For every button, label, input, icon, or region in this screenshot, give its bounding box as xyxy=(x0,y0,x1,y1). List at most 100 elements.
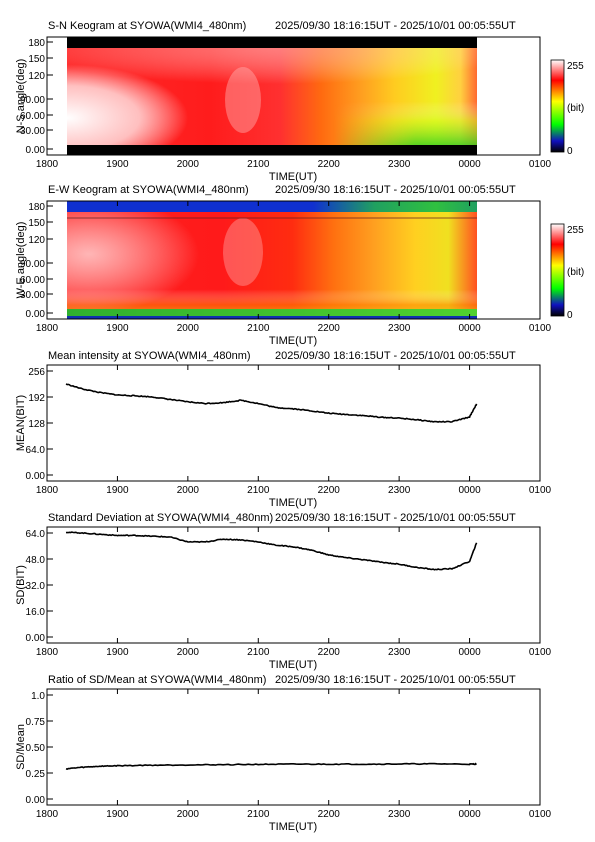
x-tick-label: 0000 xyxy=(458,323,481,334)
ratio-x-axis: 1800 1900 2000 2100 2200 2300 0000 0100 xyxy=(36,689,552,820)
x-tick-label: 2300 xyxy=(388,323,411,334)
mean-intensity-panel: Mean intensity at SYOWA(WMI4_480nm) 2025… xyxy=(15,350,552,509)
sn-y-tick-label: 90.00 xyxy=(20,95,45,106)
x-tick-label: 0000 xyxy=(458,159,481,170)
x-tick-label: 0000 xyxy=(458,485,481,496)
mean-title: Mean intensity at SYOWA(WMI4_480nm) xyxy=(48,350,251,362)
x-tick-label: 2200 xyxy=(318,647,341,658)
x-tick-label: 1800 xyxy=(36,647,59,658)
ew-colorbar-min-label: 0 xyxy=(567,310,573,321)
x-tick-label: 2100 xyxy=(247,159,270,170)
sd-x-axis-label: TIME(UT) xyxy=(269,659,317,671)
y-tick-label: 0.00 xyxy=(26,795,46,806)
x-tick-label: 2000 xyxy=(177,485,200,496)
sn-keogram-image xyxy=(67,37,477,155)
x-tick-label: 1900 xyxy=(106,809,129,820)
sn-keogram-time-range: 2025/09/30 18:16:15UT - 2025/10/01 00:05… xyxy=(275,20,516,32)
ew-y-axis-label: W-E angle(deg) xyxy=(15,222,27,299)
x-tick-label: 0100 xyxy=(529,323,552,334)
ew-keogram-image xyxy=(67,201,477,319)
ew-colorbar-max-label: 255 xyxy=(567,225,584,236)
x-tick-label: 1900 xyxy=(106,485,129,496)
x-tick-label: 2200 xyxy=(318,323,341,334)
y-tick-label: 128 xyxy=(28,419,45,430)
sd-panel: Standard Deviation at SYOWA(WMI4_480nm) … xyxy=(15,512,552,671)
sn-y-axis: N-S angle(deg) 0.00 30.00 60.00 90.00 12… xyxy=(15,38,53,156)
sn-colorbar: 255 (bit) 0 xyxy=(550,59,584,157)
ew-y-tick-label: 120 xyxy=(28,235,45,246)
x-tick-label: 1800 xyxy=(36,323,59,334)
sn-y-tick-label: 30.00 xyxy=(20,126,45,137)
y-tick-label: 48.0 xyxy=(26,555,46,566)
ew-keogram-time-range: 2025/09/30 18:16:15UT - 2025/10/01 00:05… xyxy=(275,184,516,196)
sd-time-range: 2025/09/30 18:16:15UT - 2025/10/01 00:05… xyxy=(275,512,516,524)
x-tick-label: 2300 xyxy=(388,485,411,496)
ew-y-tick-label: 0.00 xyxy=(26,309,46,320)
y-tick-label: 32.0 xyxy=(26,581,46,592)
sn-keogram-panel: S-N Keogram at SYOWA(WMI4_480nm) 2025/09… xyxy=(15,20,584,183)
sn-y-tick-label: 0.00 xyxy=(26,145,46,156)
ratio-x-axis-label: TIME(UT) xyxy=(269,821,317,833)
x-tick-label: 1900 xyxy=(106,159,129,170)
sn-keogram-title: S-N Keogram at SYOWA(WMI4_480nm) xyxy=(48,20,246,32)
ratio-y-axis-label: SD/Mean xyxy=(15,724,27,770)
x-tick-label: 2000 xyxy=(177,647,200,658)
sn-x-axis-label: TIME(UT) xyxy=(269,171,317,183)
sd-x-axis: 1800 1900 2000 2100 2200 2300 0000 0100 xyxy=(36,527,552,658)
ratio-time-range: 2025/09/30 18:16:15UT - 2025/10/01 00:05… xyxy=(275,674,516,686)
sn-y-tick-label: 120 xyxy=(28,71,45,82)
sn-x-axis: 1800 1900 2000 2100 2200 2300 0000 0100 xyxy=(36,37,552,170)
ratio-line xyxy=(65,762,477,770)
x-tick-label: 1900 xyxy=(106,647,129,658)
x-tick-label: 2100 xyxy=(247,809,270,820)
ew-y-tick-label: 150 xyxy=(28,218,45,229)
y-tick-label: 256 xyxy=(28,367,45,378)
x-tick-label: 2300 xyxy=(388,809,411,820)
x-tick-label: 2100 xyxy=(247,323,270,334)
sn-y-tick-label: 180 xyxy=(28,38,45,49)
x-tick-label: 2300 xyxy=(388,647,411,658)
ew-keogram-title: E-W Keogram at SYOWA(WMI4_480nm) xyxy=(48,184,249,196)
y-tick-label: 0.25 xyxy=(26,769,46,780)
ew-y-tick-label: 90.00 xyxy=(20,259,45,270)
sn-colorbar-max-label: 255 xyxy=(567,61,584,72)
x-tick-label: 2100 xyxy=(247,647,270,658)
x-tick-label: 1800 xyxy=(36,159,59,170)
x-tick-label: 2200 xyxy=(318,485,341,496)
x-tick-label: 1900 xyxy=(106,323,129,334)
x-tick-label: 2200 xyxy=(318,809,341,820)
sn-y-tick-label: 60.00 xyxy=(20,111,45,122)
x-tick-label: 0000 xyxy=(458,647,481,658)
y-tick-label: 0.00 xyxy=(26,633,46,644)
mean-time-range: 2025/09/30 18:16:15UT - 2025/10/01 00:05… xyxy=(275,350,516,362)
x-tick-label: 2000 xyxy=(177,809,200,820)
x-tick-label: 0100 xyxy=(529,647,552,658)
x-tick-label: 0000 xyxy=(458,809,481,820)
ew-colorbar: 255 (bit) 0 xyxy=(550,223,584,321)
sn-colorbar-min-label: 0 xyxy=(567,146,573,157)
ew-y-tick-label: 60.00 xyxy=(20,275,45,286)
ew-y-tick-label: 30.00 xyxy=(20,290,45,301)
mean-x-axis: 1800 1900 2000 2100 2200 2300 0000 0100 xyxy=(36,365,552,496)
mean-intensity-line xyxy=(65,383,478,423)
y-tick-label: 0.00 xyxy=(26,471,46,482)
sn-y-tick-label: 150 xyxy=(28,54,45,65)
ew-keogram-panel: E-W Keogram at SYOWA(WMI4_480nm) 2025/09… xyxy=(15,184,584,347)
x-tick-label: 2000 xyxy=(177,323,200,334)
x-tick-label: 0100 xyxy=(529,159,552,170)
ratio-y-axis: 0.00 0.25 0.50 0.75 1.0 xyxy=(26,691,53,806)
y-tick-label: 0.50 xyxy=(26,743,46,754)
ratio-title: Ratio of SD/Mean at SYOWA(WMI4_480nm) xyxy=(48,674,266,686)
x-tick-label: 0100 xyxy=(529,485,552,496)
x-tick-label: 0100 xyxy=(529,809,552,820)
x-tick-label: 2200 xyxy=(318,159,341,170)
y-tick-label: 192 xyxy=(28,393,45,404)
ew-y-axis: W-E angle(deg) 0.00 30.00 60.00 90.00 12… xyxy=(15,202,53,320)
x-tick-label: 2300 xyxy=(388,159,411,170)
sn-colorbar-unit-label: (bit) xyxy=(567,103,584,114)
mean-y-axis: 0.00 64.0 128 192 256 xyxy=(26,367,53,482)
y-tick-label: 1.0 xyxy=(31,691,45,702)
sd-y-axis: 0.00 16.0 32.0 48.0 64.0 xyxy=(26,529,53,644)
ew-x-axis: 1800 1900 2000 2100 2200 2300 0000 0100 xyxy=(36,201,552,334)
